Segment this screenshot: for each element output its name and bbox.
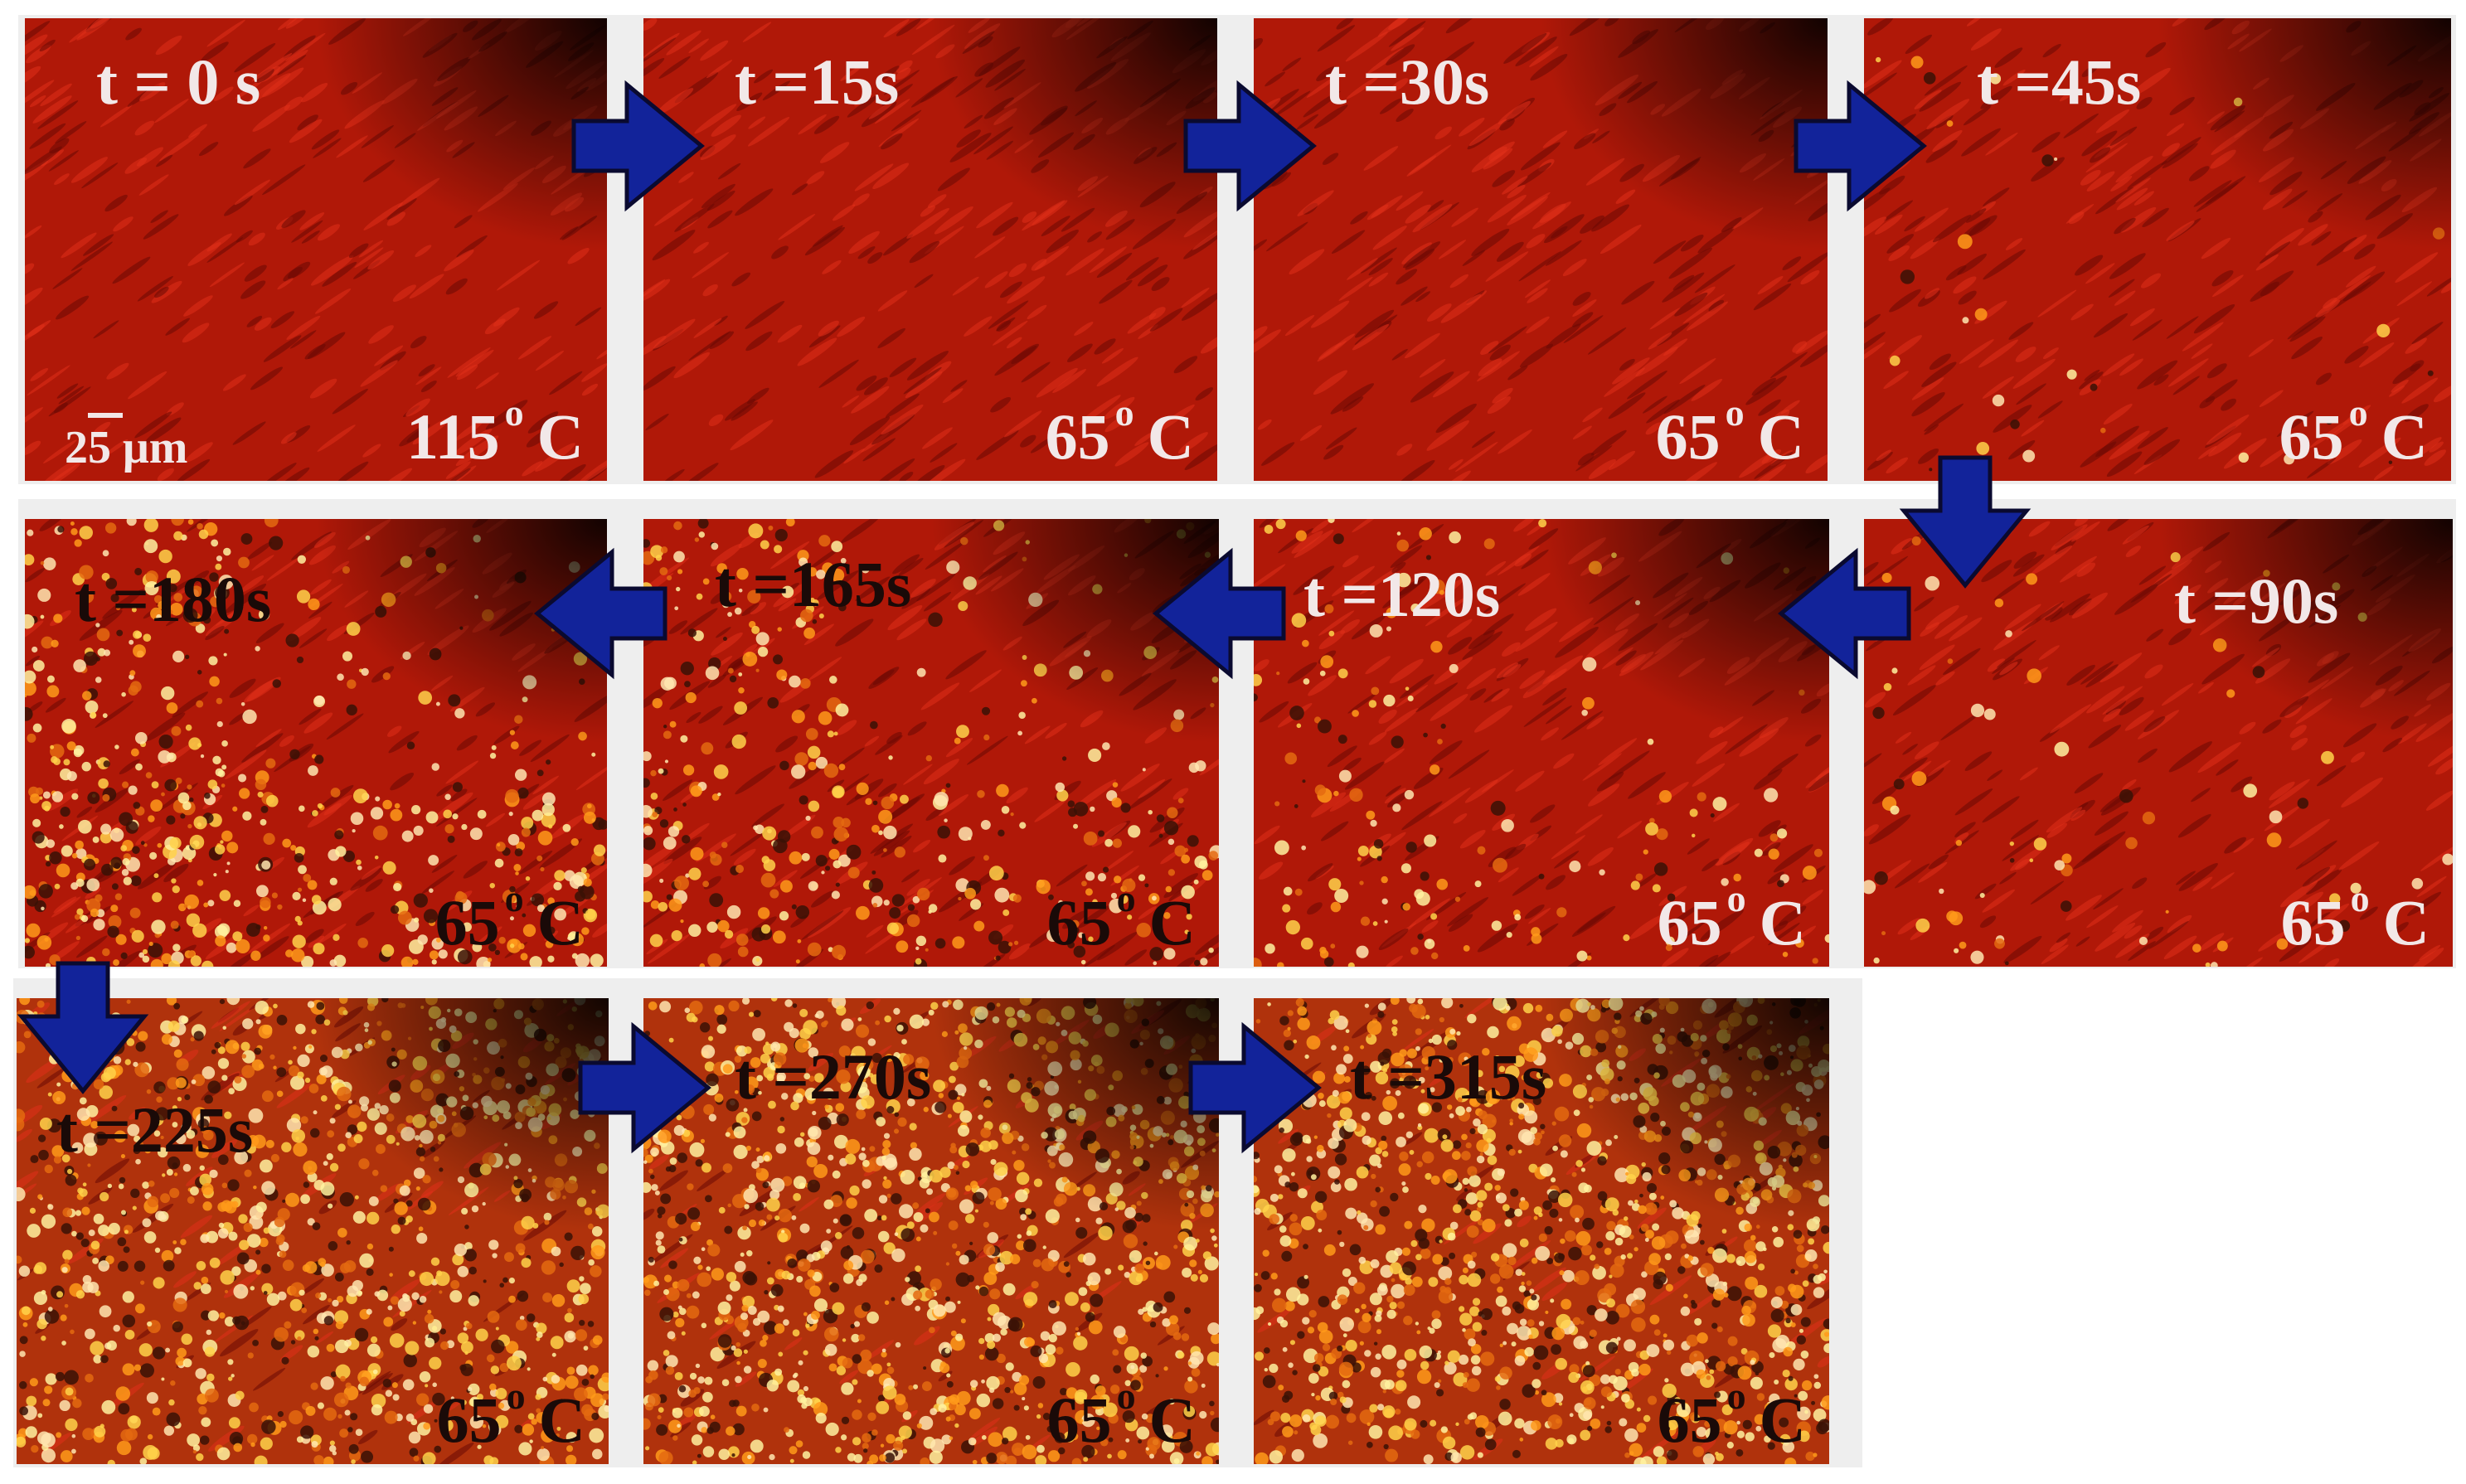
micrograph-texture xyxy=(643,18,1217,481)
micrograph-texture xyxy=(643,519,1219,967)
micrograph-texture xyxy=(1254,998,1829,1464)
temperature-label: 115 o C xyxy=(405,391,584,473)
micrograph-panel-t45: t =45s 65 o C xyxy=(1864,18,2451,481)
time-label: t =15s xyxy=(735,46,900,118)
scale-bar-label: 25 μm xyxy=(65,413,187,471)
scale-bar xyxy=(88,413,123,418)
temperature-label: 65 o C xyxy=(1046,1375,1196,1456)
micrograph-texture xyxy=(17,998,609,1464)
micrograph-texture xyxy=(1864,519,2453,967)
arrow-right-icon xyxy=(1188,1021,1322,1154)
time-label: t =30s xyxy=(1325,46,1490,118)
time-label: t =90s xyxy=(2174,565,2339,637)
arrow-down-icon xyxy=(17,961,149,1094)
micrograph-panel-t30: t =30s 65 o C xyxy=(1254,18,1828,481)
micrograph-panel-t90: t =90s 65 o C xyxy=(1864,519,2453,967)
micrograph-panel-t225: t =225s 65 o C xyxy=(17,998,609,1464)
micrograph-panel-t0: t = 0 s 25 μm 115 o C xyxy=(25,18,607,481)
time-label: t = 0 s xyxy=(96,46,261,118)
time-label: t =180s xyxy=(75,563,272,635)
temperature-label: 65 o C xyxy=(1657,877,1806,958)
temperature-label: 65 o C xyxy=(2280,877,2430,958)
temperature-label: 65 o C xyxy=(434,877,584,958)
time-label: t =315s xyxy=(1350,1040,1547,1113)
micrograph-panel-t180: t =180s 65 o C xyxy=(25,519,607,967)
time-label: t =225s xyxy=(56,1094,254,1166)
micrograph-texture xyxy=(1254,18,1828,481)
micrograph-panel-t165: t =165s 65 o C xyxy=(643,519,1219,967)
time-label: t =45s xyxy=(1977,46,2142,118)
arrow-down-icon xyxy=(1899,455,2032,589)
arrow-right-icon xyxy=(571,80,705,212)
arrow-left-icon xyxy=(1778,547,1911,680)
arrow-left-icon xyxy=(534,547,667,680)
arrow-left-icon xyxy=(1153,547,1286,680)
temperature-label: 65 o C xyxy=(1045,391,1194,473)
temperature-label: 65 o C xyxy=(436,1375,585,1456)
time-label: t =165s xyxy=(715,548,912,620)
micrograph-panel-t120: t =120s 65 o C xyxy=(1254,519,1829,967)
temperature-label: 65 o C xyxy=(1046,877,1196,958)
temperature-label: 65 o C xyxy=(2279,391,2428,473)
micrograph-panel-t315: t =315s 65 o C xyxy=(1254,998,1829,1464)
arrow-right-icon xyxy=(1183,80,1317,212)
arrow-right-icon xyxy=(578,1021,711,1154)
micrograph-texture xyxy=(25,519,607,967)
micrograph-texture xyxy=(1254,519,1829,967)
micrograph-texture xyxy=(25,18,607,481)
arrow-right-icon xyxy=(1794,80,1927,212)
micrograph-panel-t15: t =15s 65 o C xyxy=(643,18,1217,481)
micrograph-texture xyxy=(643,998,1219,1464)
time-label: t =120s xyxy=(1303,558,1501,630)
micrograph-texture xyxy=(1864,18,2451,481)
time-label: t =270s xyxy=(735,1040,932,1113)
micrograph-panel-t270: t =270s 65 o C xyxy=(643,998,1219,1464)
temperature-label: 65 o C xyxy=(1655,391,1804,473)
temperature-label: 65 o C xyxy=(1657,1375,1806,1456)
